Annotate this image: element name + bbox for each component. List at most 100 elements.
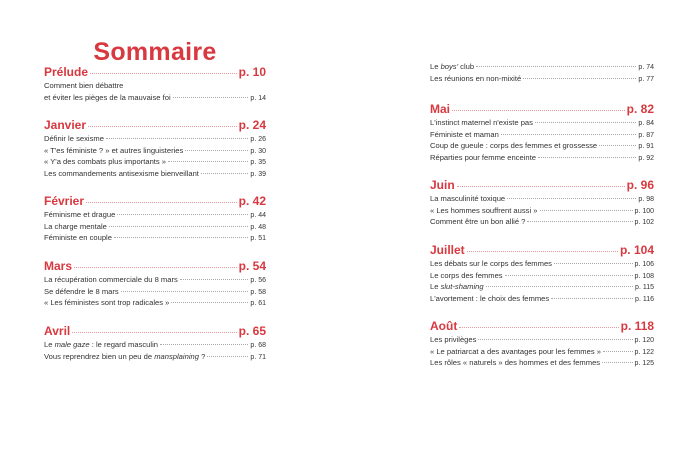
section-title: Prélude bbox=[44, 65, 89, 79]
toc-entry[interactable]: Le boys' club p. 74 bbox=[430, 61, 654, 73]
toc-entry[interactable]: Les débats sur le corps des femmes p. 10… bbox=[430, 258, 654, 270]
dot-leader bbox=[207, 355, 249, 357]
dot-leader bbox=[527, 221, 633, 222]
toc-entry[interactable]: La récupération commerciale du 8 mars p.… bbox=[44, 274, 266, 286]
dot-leader bbox=[602, 350, 633, 352]
toc-section: Le boys' club p. 74 Les réunions en non-m… bbox=[430, 61, 654, 84]
entry-page: p. 39 bbox=[250, 170, 266, 178]
toc-entry[interactable]: Le slut-shaming p. 115 bbox=[430, 281, 654, 293]
toc-entry[interactable]: « Y'a des combats plus importants » p. 3… bbox=[44, 156, 266, 168]
toc-entry[interactable]: Féministe et maman p. 87 bbox=[430, 129, 654, 141]
entry-page: p. 92 bbox=[638, 154, 654, 162]
section-heading[interactable]: Mars p. 54 bbox=[44, 259, 266, 273]
dot-leader bbox=[537, 156, 637, 158]
entry-text: Les rôles « naturels » des hommes et des… bbox=[430, 358, 601, 367]
toc-entry[interactable]: La charge mentale p. 48 bbox=[44, 221, 266, 233]
section-heading[interactable]: Janvier p. 24 bbox=[44, 118, 266, 132]
toc-entry[interactable]: L'avortement : le choix des femmes p. 11… bbox=[430, 293, 654, 305]
toc-section: Mars p. 54 La récupération commerciale du… bbox=[44, 259, 266, 309]
entry-text: Féministe en couple bbox=[44, 233, 112, 242]
toc-entry[interactable]: Le male gaze : le regard masculin p. 68 bbox=[44, 339, 266, 351]
toc-entry[interactable]: Le corps des femmes p. 108 bbox=[430, 270, 654, 282]
entry-page: p. 115 bbox=[635, 284, 654, 291]
dot-leader bbox=[452, 110, 625, 111]
dot-leader bbox=[120, 290, 249, 292]
toc-section: Juin p. 96 La masculinité toxique p. 98 « … bbox=[430, 178, 654, 228]
entry-page: p. 48 bbox=[250, 223, 266, 231]
entry-page: p. 56 bbox=[250, 277, 266, 284]
entry-page: p. 26 bbox=[250, 136, 266, 143]
section-title: Mars bbox=[44, 259, 73, 273]
toc-entry[interactable]: Les réunions en non-mixité p. 77 bbox=[430, 73, 654, 85]
entry-page: p. 61 bbox=[250, 300, 266, 307]
section-heading[interactable]: Juin p. 96 bbox=[430, 178, 654, 192]
toc-entry[interactable]: Définir le sexisme p. 26 bbox=[44, 133, 266, 145]
section-title: Juillet bbox=[430, 243, 465, 257]
toc-entry[interactable]: Se défendre le 8 mars p. 58 bbox=[44, 286, 266, 298]
dot-leader bbox=[523, 77, 637, 79]
toc-entry[interactable]: Les privilèges p. 120 bbox=[430, 334, 654, 346]
entry-text: Le bbox=[430, 282, 441, 291]
entry-page: p. 102 bbox=[634, 219, 654, 226]
dot-leader bbox=[466, 251, 618, 252]
toc-entry[interactable]: « Les hommes souffrent aussi » p. 100 bbox=[430, 205, 654, 217]
toc-section: Juillet p. 104 Les débats sur le corps de… bbox=[430, 243, 654, 304]
toc-entry[interactable]: Féministe en couple p. 51 bbox=[44, 232, 266, 244]
entry-text: mansplaining bbox=[154, 351, 199, 361]
entry-text: L'instinct maternel n'existe pas bbox=[430, 118, 533, 127]
section-heading[interactable]: Prélude p. 10 bbox=[44, 65, 266, 79]
toc-entry[interactable]: Vous reprendrez bien un peu de mansplain… bbox=[44, 351, 266, 363]
dot-leader bbox=[551, 297, 634, 299]
dot-leader bbox=[602, 362, 633, 363]
toc-entry[interactable]: Les commandements antisexisme bienveilla… bbox=[44, 168, 266, 180]
section-title: Mai bbox=[430, 102, 451, 116]
toc-entry[interactable]: Réparties pour femme enceinte p. 92 bbox=[430, 152, 654, 164]
toc-entry[interactable]: et éviter les pièges de la mauvaise foi … bbox=[44, 92, 266, 104]
section-heading[interactable]: Juillet p. 104 bbox=[430, 243, 654, 257]
toc-entry[interactable]: Comment être un bon allié ? p. 102 bbox=[430, 216, 654, 228]
dot-leader bbox=[456, 186, 625, 187]
section-heading[interactable]: Février p. 42 bbox=[44, 194, 266, 208]
entry-page: p. 98 bbox=[638, 196, 654, 203]
section-heading[interactable]: Août p. 118 bbox=[430, 319, 654, 333]
section-page: p. 65 bbox=[238, 324, 266, 338]
dot-leader bbox=[599, 145, 637, 146]
entry-page: p. 87 bbox=[638, 131, 654, 139]
dot-leader bbox=[485, 286, 634, 287]
dot-leader bbox=[534, 122, 637, 123]
entry-text: club bbox=[458, 62, 475, 71]
toc-entry[interactable]: « Le patriarcat a des avantages pour les… bbox=[430, 346, 654, 358]
entry-page: p. 108 bbox=[634, 272, 654, 280]
entry-text: Se défendre le 8 mars bbox=[44, 286, 119, 296]
dot-leader bbox=[90, 73, 237, 74]
entry-text: Les privilèges bbox=[430, 335, 477, 344]
toc-entry[interactable]: Féminisme et drague p. 44 bbox=[44, 209, 266, 221]
section-heading[interactable]: Avril p. 65 bbox=[44, 324, 266, 338]
toc-entry[interactable]: Coup de gueule : corps des femmes et gro… bbox=[430, 140, 654, 152]
dot-leader bbox=[539, 209, 633, 211]
dot-leader bbox=[117, 214, 249, 215]
entry-page: p. 77 bbox=[638, 75, 654, 83]
entry-page: p. 100 bbox=[634, 207, 654, 215]
entry-text: La récupération commerciale du 8 mars bbox=[44, 275, 178, 284]
section-heading[interactable]: Mai p. 82 bbox=[430, 102, 654, 116]
entry-text: et éviter les pièges de la mauvaise foi bbox=[44, 92, 171, 102]
entry-text: « T'es féministe ? » et autres linguiste… bbox=[44, 145, 184, 155]
toc-entry[interactable]: Comment bien débattre bbox=[44, 80, 266, 92]
dot-leader bbox=[476, 66, 637, 67]
dot-leader bbox=[171, 302, 249, 303]
dot-leader bbox=[88, 126, 237, 127]
toc-entry[interactable]: « Les féministes sont trop radicales » p… bbox=[44, 297, 266, 309]
toc-section: Mai p. 82 L'instinct maternel n'existe pa… bbox=[430, 102, 654, 163]
section-title: Août bbox=[430, 319, 458, 333]
dot-leader bbox=[113, 237, 249, 238]
entry-page: p. 122 bbox=[634, 348, 654, 356]
toc-entry[interactable]: Les rôles « naturels » des hommes et des… bbox=[430, 357, 654, 369]
toc-entry[interactable]: L'instinct maternel n'existe pas p. 84 bbox=[430, 117, 654, 129]
dot-leader bbox=[500, 133, 637, 135]
entry-text: male gaze bbox=[54, 340, 90, 349]
dot-leader bbox=[504, 274, 633, 276]
toc-entry[interactable]: « T'es féministe ? » et autres linguiste… bbox=[44, 145, 266, 157]
toc-entry[interactable]: La masculinité toxique p. 98 bbox=[430, 193, 654, 205]
entry-page: p. 51 bbox=[250, 235, 266, 242]
